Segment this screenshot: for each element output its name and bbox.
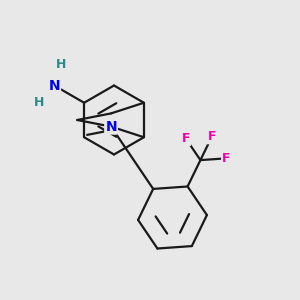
Text: N: N xyxy=(48,79,60,92)
Text: N: N xyxy=(105,120,117,134)
Text: F: F xyxy=(222,152,231,165)
Text: H: H xyxy=(34,96,45,109)
Text: F: F xyxy=(182,132,190,145)
Text: F: F xyxy=(208,130,216,143)
Text: H: H xyxy=(56,58,67,71)
